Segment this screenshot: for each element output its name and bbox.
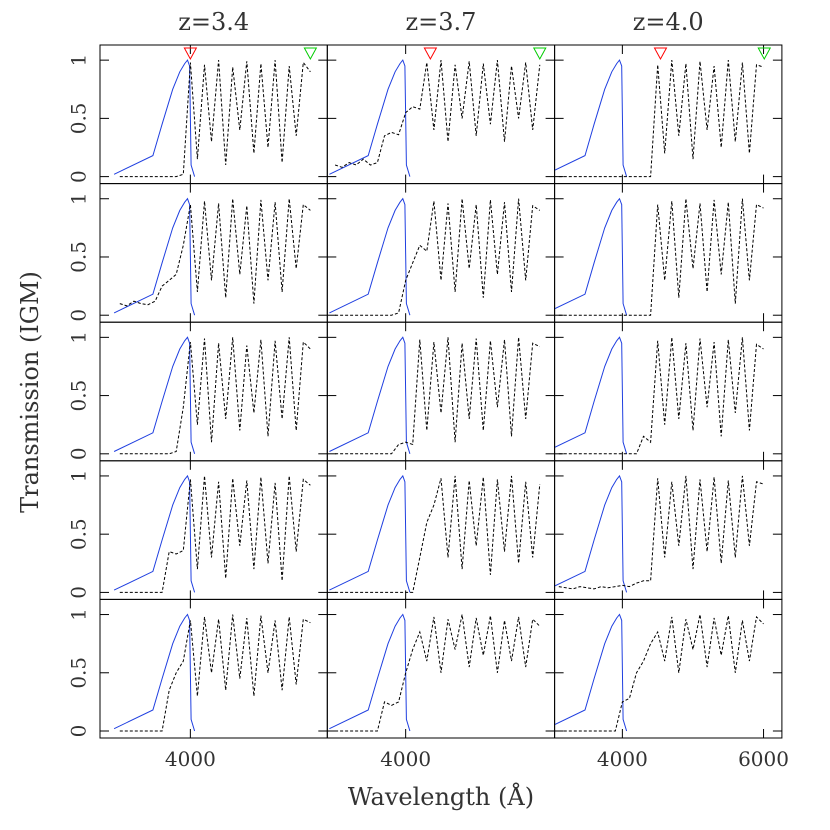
- filter-curve: [329, 336, 411, 454]
- filter-curve: [554, 59, 628, 177]
- panel-plot: [554, 197, 764, 316]
- y-tick-label: 0: [67, 309, 91, 322]
- column-title: z=3.4: [178, 8, 249, 36]
- panel-plot: [329, 59, 541, 177]
- panel-frame: [326, 183, 556, 323]
- panel-frame: [554, 44, 783, 185]
- y-tick-label: 1: [67, 54, 91, 67]
- panel-plot: [113, 197, 311, 316]
- y-tick-label: 0.5: [67, 518, 91, 550]
- y-tick-label: 0: [67, 586, 91, 599]
- panel-plot: [554, 613, 764, 732]
- y-tick-label: 0.5: [67, 102, 91, 134]
- panel-plot: [113, 59, 311, 178]
- panel-plot: [113, 474, 311, 593]
- transmission-curve: [119, 60, 311, 178]
- panel-frame: [326, 321, 556, 462]
- transmission-curve: [558, 475, 764, 590]
- x-tick-label: 4000: [597, 747, 648, 771]
- x-tick-label: 4000: [165, 747, 216, 771]
- x-tick-label: 4000: [380, 747, 431, 771]
- filter-curve: [113, 59, 196, 177]
- marker-triangle: [303, 47, 318, 61]
- filter-curve: [113, 474, 196, 593]
- y-tick-label: 0.5: [67, 241, 91, 273]
- transmission-curve: [558, 60, 764, 178]
- panel-frame: [554, 598, 783, 739]
- y-tick-label: 0: [67, 170, 91, 183]
- filter-curve: [554, 474, 628, 593]
- transmission-curve: [119, 198, 311, 307]
- transmission-curve: [558, 198, 764, 316]
- filter-curve: [113, 197, 196, 316]
- column-title: z=3.7: [405, 8, 476, 36]
- y-tick-label: 0: [67, 447, 91, 460]
- transmission-curve: [119, 614, 311, 732]
- filter-curve: [554, 197, 628, 316]
- panel-plot: [329, 474, 541, 593]
- marker-triangle: [183, 47, 198, 61]
- transmission-curve: [335, 475, 541, 593]
- filter-curve: [329, 474, 411, 593]
- transmission-curve: [335, 198, 541, 316]
- panel-frame: [554, 183, 783, 323]
- panel-plot: [554, 336, 764, 455]
- filter-curve: [554, 613, 628, 732]
- transmission-curve: [119, 337, 311, 455]
- y-tick-label: 1: [67, 608, 91, 621]
- transmission-curve: [558, 614, 764, 732]
- panel-plot: [554, 59, 764, 178]
- filter-curve: [113, 613, 196, 732]
- marker-triangle: [423, 47, 438, 61]
- panel-frame: [99, 460, 328, 600]
- y-tick-label: 1: [67, 192, 91, 205]
- panel-frame: [326, 460, 556, 600]
- y-tick-label: 1: [67, 470, 91, 483]
- panel-plot: [113, 336, 311, 455]
- panel-frame: [326, 598, 556, 739]
- panel-frame: [99, 598, 328, 739]
- panel-plot: [113, 613, 311, 732]
- panel-plot: [329, 197, 541, 316]
- y-tick-label: 0.5: [67, 380, 91, 412]
- y-axis-label: Transmission (IGM): [16, 271, 44, 513]
- transmission-curve: [558, 337, 764, 455]
- panel-plot: [329, 336, 541, 455]
- filter-curve: [329, 59, 411, 177]
- panel-plot: [554, 474, 764, 593]
- panel-plot: [329, 613, 541, 732]
- marker-triangle: [757, 47, 772, 61]
- transmission-curve: [335, 337, 541, 455]
- y-tick-label: 0.5: [67, 657, 91, 689]
- x-axis-label: Wavelength (Å): [348, 782, 534, 811]
- y-tick-label: 0: [67, 725, 91, 738]
- y-tick-label: 1: [67, 331, 91, 344]
- x-tick-label: 6000: [738, 747, 789, 771]
- transmission-curve: [335, 614, 541, 732]
- panel-frame: [554, 321, 783, 462]
- column-title: z=4.0: [633, 8, 704, 36]
- transmission-curve: [334, 60, 541, 168]
- marker-triangle: [653, 47, 668, 61]
- filter-curve: [329, 613, 411, 732]
- panel-frame: [326, 44, 556, 185]
- filter-curve: [329, 197, 411, 316]
- filter-curve: [554, 336, 628, 454]
- filter-curve: [113, 336, 196, 454]
- marker-triangle: [532, 47, 547, 61]
- transmission-curve: [119, 475, 311, 593]
